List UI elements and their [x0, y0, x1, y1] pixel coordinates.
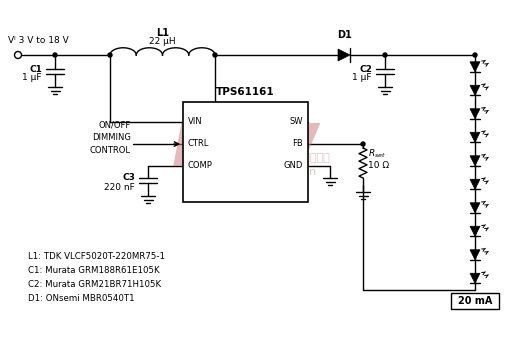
Text: $R_{set}$: $R_{set}$ [368, 148, 386, 160]
Circle shape [383, 53, 387, 57]
Text: C1: C1 [29, 64, 42, 74]
Text: C2: Murata GRM21BR71H105K: C2: Murata GRM21BR71H105K [28, 280, 161, 289]
Bar [451, 293, 499, 309]
Text: CTRL: CTRL [188, 140, 209, 148]
Text: 1 μF: 1 μF [353, 74, 372, 83]
Text: GND: GND [284, 161, 303, 170]
Text: TPS61161: TPS61161 [216, 87, 275, 97]
Text: D1: D1 [338, 30, 353, 40]
Circle shape [108, 53, 112, 57]
Bar [183, 102, 308, 202]
Text: 10 Ω: 10 Ω [368, 161, 389, 170]
Polygon shape [470, 179, 480, 189]
Text: VIN: VIN [188, 118, 203, 126]
Circle shape [213, 53, 217, 57]
Text: .com.cn: .com.cn [273, 167, 317, 177]
Polygon shape [470, 132, 480, 142]
Text: L1: L1 [156, 28, 169, 38]
Text: L1: TDK VLCF5020T-220MR75-1: L1: TDK VLCF5020T-220MR75-1 [28, 252, 165, 261]
Circle shape [473, 53, 477, 57]
Circle shape [53, 53, 57, 57]
Text: C1: Murata GRM188R61E105K: C1: Murata GRM188R61E105K [28, 266, 160, 275]
Polygon shape [470, 273, 480, 283]
Text: D1: ONsemi MBR0540T1: D1: ONsemi MBR0540T1 [28, 294, 134, 303]
Circle shape [361, 142, 365, 146]
Text: 20 mA: 20 mA [458, 296, 492, 306]
Text: C3: C3 [122, 174, 135, 182]
Text: COMP: COMP [188, 161, 213, 170]
Polygon shape [470, 226, 480, 236]
Text: 22 μH: 22 μH [149, 37, 176, 46]
Circle shape [14, 51, 22, 58]
Polygon shape [470, 62, 480, 72]
Polygon shape [470, 250, 480, 260]
Text: C2: C2 [359, 64, 372, 74]
Text: EPW: EPW [172, 121, 318, 178]
Text: SW: SW [290, 118, 303, 126]
Text: ON/OFF
DIMMING
CONTROL: ON/OFF DIMMING CONTROL [90, 121, 131, 155]
Text: 1 μF: 1 μF [23, 74, 42, 83]
Text: Vᴵ 3 V to 18 V: Vᴵ 3 V to 18 V [8, 36, 69, 45]
Polygon shape [338, 49, 350, 61]
Text: FB: FB [292, 140, 303, 148]
Polygon shape [470, 109, 480, 119]
Polygon shape [470, 85, 480, 95]
Text: 220 nF: 220 nF [104, 182, 135, 191]
Polygon shape [470, 156, 480, 166]
Text: 富小产品世界: 富小产品世界 [290, 153, 330, 163]
Polygon shape [470, 203, 480, 213]
